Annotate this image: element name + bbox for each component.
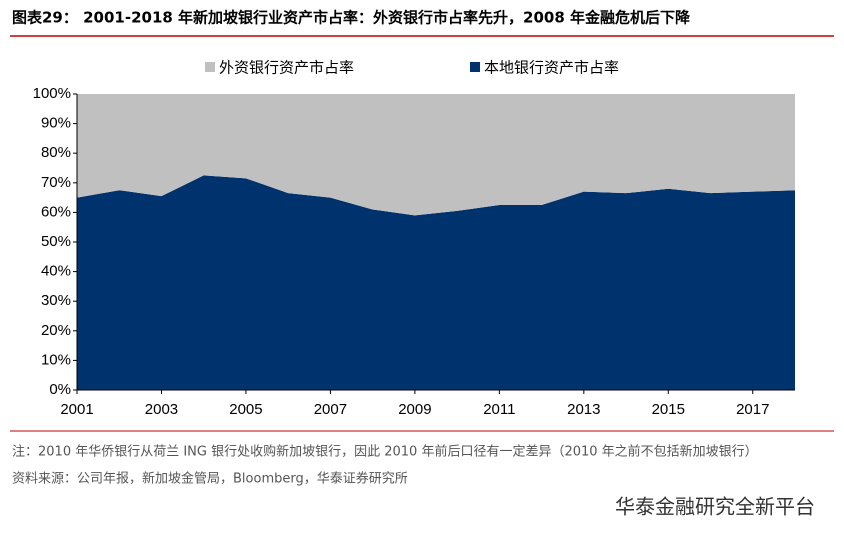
legend-swatch bbox=[205, 62, 215, 72]
legend-swatch bbox=[470, 62, 480, 72]
y-tick-label: 40% bbox=[41, 263, 71, 280]
y-tick-label: 20% bbox=[41, 322, 71, 339]
y-tick-label: 70% bbox=[41, 174, 71, 191]
source: 资料来源：公司年报，新加坡金管局，Bloomberg，华泰证券研究所 bbox=[12, 471, 408, 487]
x-tick-label: 2017 bbox=[736, 401, 769, 418]
y-tick-label: 80% bbox=[41, 144, 71, 161]
area bbox=[77, 175, 795, 390]
y-tick-label: 60% bbox=[41, 203, 71, 220]
x-tick-label: 2007 bbox=[314, 401, 347, 418]
y-tick-label: 0% bbox=[49, 381, 71, 398]
x-tick-label: 2015 bbox=[652, 401, 685, 418]
x-tick-label: 2009 bbox=[398, 401, 431, 418]
y-tick-label: 10% bbox=[41, 351, 71, 368]
y-tick-label: 30% bbox=[41, 292, 71, 309]
x-tick-label: 2005 bbox=[229, 401, 262, 418]
x-tick-label: 2013 bbox=[567, 401, 600, 418]
legend-label: 外资银行资产市占率 bbox=[219, 59, 354, 77]
watermark: 华泰金融研究全新平台 bbox=[615, 495, 815, 519]
y-tick-label: 90% bbox=[41, 115, 71, 132]
y-tick-label: 50% bbox=[41, 233, 71, 250]
area bbox=[77, 94, 795, 216]
legend-label: 本地银行资产市占率 bbox=[484, 59, 619, 77]
y-tick-label: 100% bbox=[33, 85, 71, 102]
chart-title: 图表29： 2001-2018 年新加坡银行业资产市占率：外资银行市占率先升，2… bbox=[12, 9, 691, 27]
x-tick-label: 2011 bbox=[483, 401, 515, 418]
note: 注：2010 年华侨银行从荷兰 ING 银行处收购新加坡银行，因此 2010 年… bbox=[12, 444, 758, 460]
x-tick-label: 2001 bbox=[60, 401, 93, 418]
x-tick-label: 2003 bbox=[145, 401, 178, 418]
